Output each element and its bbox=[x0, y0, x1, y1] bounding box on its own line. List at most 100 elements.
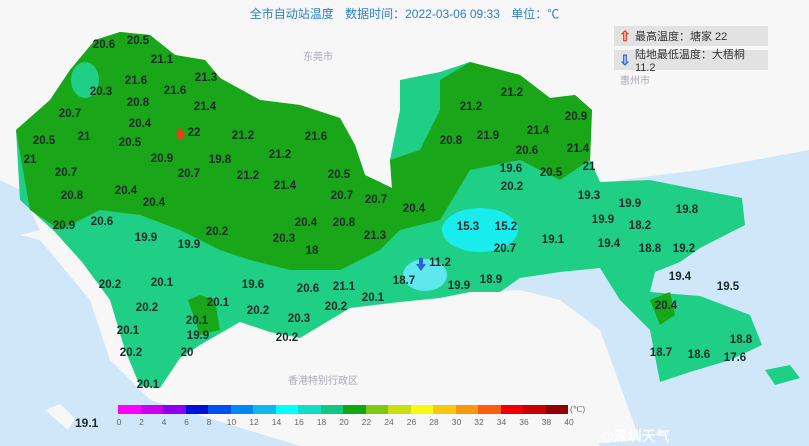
station-labels: 20.6 20.521.121.6 21.320.3 21.620.820.721.4… bbox=[24, 35, 753, 391]
station-value: 18.7 bbox=[393, 275, 415, 287]
station-value: 11.2 bbox=[429, 257, 451, 269]
station-value: 20.1 bbox=[362, 292, 385, 304]
island-west bbox=[45, 404, 75, 430]
station-value: 22 bbox=[188, 127, 201, 139]
warm-patch-south bbox=[650, 292, 675, 325]
legend-swatch bbox=[545, 405, 568, 414]
red-up-arrow-icon: ⇧ bbox=[619, 27, 631, 44]
min-temp-box: ⇩ 陆地最低温度：大梧桐 11.2 bbox=[614, 49, 768, 74]
station-value: 19.3 bbox=[578, 190, 600, 202]
station-value: 18.7 bbox=[650, 347, 672, 359]
legend-swatch bbox=[455, 405, 478, 414]
legend-tick: 16 bbox=[294, 417, 304, 427]
color-legend bbox=[118, 405, 568, 414]
legend-swatch bbox=[320, 405, 343, 414]
station-value: 20.2 bbox=[325, 301, 347, 313]
legend-swatch bbox=[523, 405, 546, 414]
station-value: 20.4 bbox=[143, 197, 166, 209]
station-value: 20.8 bbox=[333, 217, 356, 229]
station-value: 20.4 bbox=[655, 300, 678, 312]
station-value: 20.7 bbox=[59, 108, 81, 120]
map-title: 全市自动站温度 数据时间：2022-03-06 09:33 单位：℃ bbox=[0, 5, 809, 22]
station-value: 20.6 bbox=[516, 145, 538, 157]
station-value: 21.2 bbox=[237, 170, 259, 182]
station-value: 19.6 bbox=[500, 163, 522, 175]
legend-swatch bbox=[298, 405, 321, 414]
legend-tick: 20 bbox=[339, 417, 349, 427]
station-value: 21.4 bbox=[274, 180, 297, 192]
station-value: 20.5 bbox=[119, 137, 142, 149]
station-value: 20.3 bbox=[90, 86, 112, 98]
island bbox=[765, 365, 800, 385]
station-value: 20.4 bbox=[403, 203, 426, 215]
legend-tick: 12 bbox=[249, 417, 259, 427]
max-temp-marker bbox=[174, 128, 186, 140]
legend-swatch bbox=[410, 405, 433, 414]
legend-swatch bbox=[365, 405, 388, 414]
station-value: 20.7 bbox=[178, 168, 200, 180]
station-value: 18.2 bbox=[629, 220, 651, 232]
legend-tick: 32 bbox=[474, 417, 484, 427]
station-value: 20.1 bbox=[186, 315, 209, 327]
station-value: 19.9 bbox=[619, 198, 641, 210]
title-text: 全市自动站温度 bbox=[249, 7, 334, 21]
station-value: 21.1 bbox=[151, 54, 174, 66]
station-value: 21.3 bbox=[364, 230, 386, 242]
station-value: 19.9 bbox=[187, 330, 209, 342]
station-value: 20.5 bbox=[33, 135, 56, 147]
legend-swatch bbox=[230, 405, 253, 414]
legend-tick: 30 bbox=[451, 417, 462, 427]
station-value: 21 bbox=[583, 161, 596, 173]
station-value: 19.5 bbox=[717, 281, 740, 293]
cool-patch bbox=[71, 62, 99, 98]
legend-tick: 36 bbox=[519, 417, 529, 427]
station-value: 20.7 bbox=[494, 243, 516, 255]
legend-swatch bbox=[343, 405, 366, 414]
station-value: 20.2 bbox=[206, 226, 228, 238]
station-value: 20.7 bbox=[331, 190, 353, 202]
station-value: 20.1 bbox=[207, 297, 230, 309]
legend-tick: 14 bbox=[271, 417, 282, 427]
station-value: 19.9 bbox=[448, 280, 470, 292]
legend-swatch bbox=[500, 405, 523, 414]
legend-unit: (℃) bbox=[570, 404, 586, 414]
station-value: 21.4 bbox=[527, 125, 550, 137]
station-value: 19.9 bbox=[178, 239, 200, 251]
station-value: 20.1 bbox=[137, 379, 160, 391]
station-value: 20.8 bbox=[127, 97, 150, 109]
station-value: 20.4 bbox=[129, 118, 152, 130]
station-value: 19.9 bbox=[592, 214, 614, 226]
station-value: 20.2 bbox=[120, 347, 142, 359]
station-value: 20.3 bbox=[273, 233, 295, 245]
station-value: 18.6 bbox=[688, 349, 710, 361]
legend-tick: 8 bbox=[206, 417, 212, 427]
station-value: 21 bbox=[78, 131, 91, 143]
station-value: 19.4 bbox=[669, 271, 692, 283]
station-value: 17.6 bbox=[724, 352, 746, 364]
legend-swatch bbox=[140, 405, 163, 414]
legend-tick: 6 bbox=[184, 417, 189, 427]
station-value: 20 bbox=[181, 347, 194, 359]
station-value: 15.2 bbox=[495, 221, 517, 233]
legend-tick: 4 bbox=[161, 417, 167, 427]
station-value: 21.4 bbox=[194, 101, 217, 113]
warm-patch-southwest bbox=[188, 295, 220, 335]
station-value: 20.6 bbox=[93, 39, 115, 51]
legend-tick: 26 bbox=[406, 417, 417, 427]
station-value: 20.2 bbox=[136, 302, 158, 314]
legend-swatch bbox=[163, 405, 186, 414]
legend-swatch bbox=[253, 405, 276, 414]
station-value: 18 bbox=[306, 245, 319, 257]
station-value: 20.9 bbox=[53, 220, 75, 232]
cold-zone bbox=[442, 208, 518, 252]
station-value: 20.4 bbox=[295, 217, 318, 229]
station-value: 20.3 bbox=[288, 313, 310, 325]
station-value: 20.2 bbox=[247, 305, 269, 317]
watermark: @深圳天气 bbox=[600, 428, 670, 444]
station-value: 19.6 bbox=[242, 279, 264, 291]
station-value: 21 bbox=[24, 154, 37, 166]
legend-swatch bbox=[208, 405, 231, 414]
station-value: 21.4 bbox=[567, 143, 590, 155]
legend-swatch bbox=[185, 405, 208, 414]
station-value: 21.1 bbox=[333, 281, 356, 293]
